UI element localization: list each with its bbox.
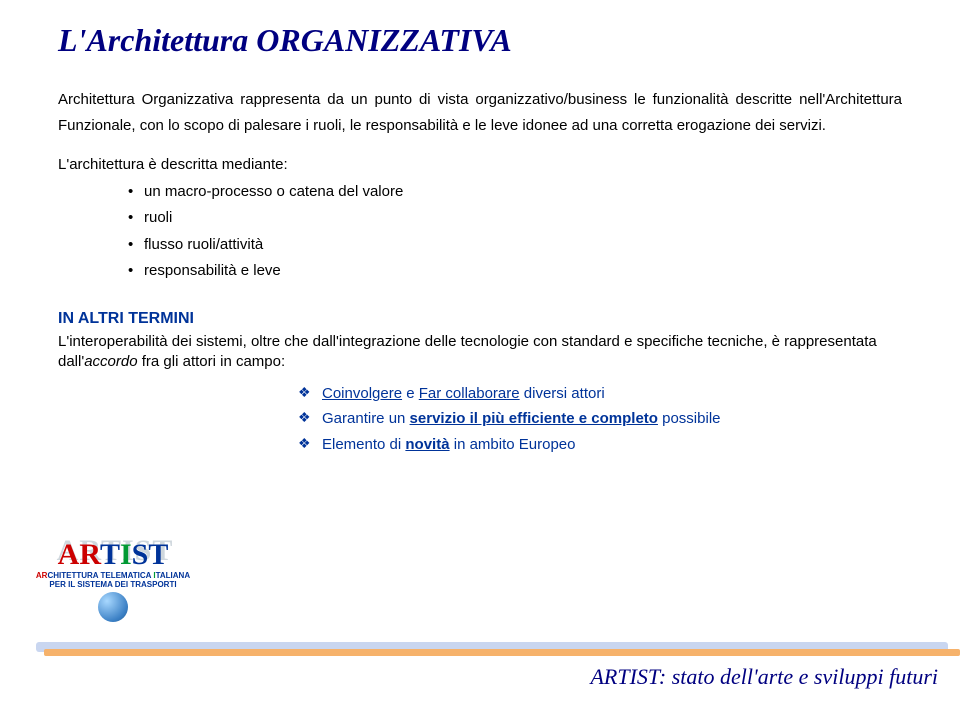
- p2-u: servizio il più efficiente e completo: [410, 410, 658, 427]
- footer-rest: : stato dell'arte e sviluppi futuri: [659, 664, 938, 689]
- p3-u: novità: [405, 436, 449, 453]
- p3-pre: Elemento di: [322, 436, 405, 453]
- p2-pre: Garantire un: [322, 410, 410, 427]
- list-item: ruoli: [128, 205, 902, 231]
- interop-post: fra gli attori in campo:: [138, 353, 286, 370]
- list-item: responsabilità e leve: [128, 258, 902, 284]
- footer-brand: ARTIST: [590, 664, 658, 689]
- subtitle: IN ALTRI TERMINI: [58, 310, 902, 328]
- logo-subtitle: ARCHITETTURA TELEMATICA ITALIANA PER IL …: [28, 572, 198, 590]
- stripe-orange: [44, 649, 960, 656]
- mediante-intro: L'architettura è descritta mediante:: [58, 156, 902, 173]
- p1-b: Far collaborare: [419, 385, 520, 402]
- interop-text: L'interoperabilità dei sistemi, oltre ch…: [58, 332, 902, 373]
- list-item: flusso ruoli/attività: [128, 232, 902, 258]
- p1-a: Coinvolgere: [322, 385, 402, 402]
- p1-rest: diversi attori: [520, 385, 605, 402]
- mediante-list: un macro-processo o catena del valore ru…: [128, 179, 902, 284]
- logo-foreground: ARTIST: [28, 538, 198, 572]
- list-item: un macro-processo o catena del valore: [128, 179, 902, 205]
- artist-logo: ARTIST ARTIST ARCHITETTURA TELEMATICA IT…: [28, 522, 198, 638]
- page-title: L'Architettura ORGANIZZATIVA: [58, 22, 902, 59]
- point-1: Coinvolgere e Far collaborare diversi at…: [298, 381, 902, 407]
- p1-mid: e: [402, 385, 419, 402]
- p2-post: possibile: [658, 410, 721, 427]
- footer-text: ARTIST: stato dell'arte e sviluppi futur…: [590, 664, 938, 690]
- points-list: Coinvolgere e Far collaborare diversi at…: [298, 381, 902, 458]
- interop-em: accordo: [84, 353, 137, 370]
- p3-post: in ambito Europeo: [450, 436, 576, 453]
- point-2: Garantire un servizio il più efficiente …: [298, 406, 902, 432]
- point-3: Elemento di novità in ambito Europeo: [298, 432, 902, 458]
- globe-icon: [98, 592, 128, 622]
- intro-paragraph: Architettura Organizzativa rappresenta d…: [58, 87, 902, 138]
